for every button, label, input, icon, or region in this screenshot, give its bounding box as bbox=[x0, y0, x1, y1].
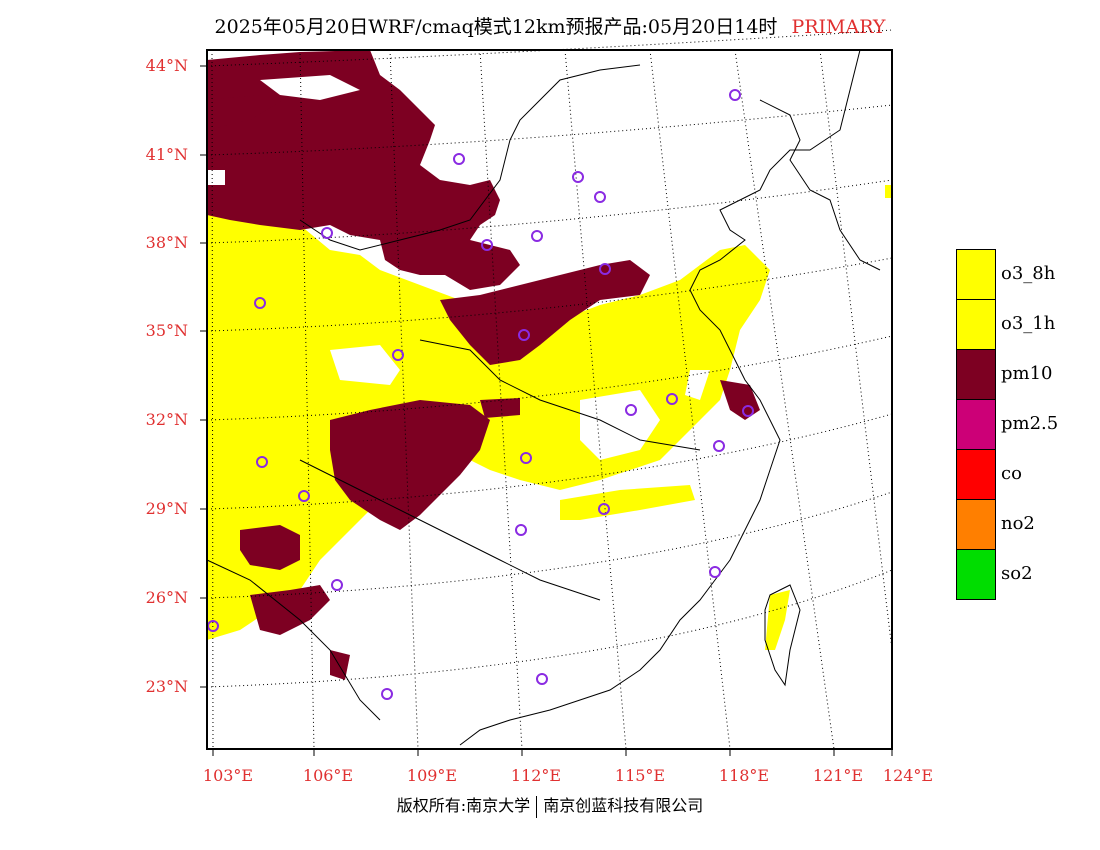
lat-label-29: 29°N bbox=[145, 499, 188, 518]
legend-label: so2 bbox=[1001, 563, 1033, 584]
lon-label-109: 109°E bbox=[406, 766, 458, 785]
map-frame bbox=[206, 49, 893, 750]
legend-item-so2: so2 bbox=[956, 549, 1086, 600]
legend-item-pm25: pm2.5 bbox=[956, 399, 1086, 450]
pm10-regions bbox=[207, 50, 760, 680]
legend-item-o3-8h: o3_8h bbox=[956, 249, 1086, 300]
lon-label-115: 115°E bbox=[614, 766, 666, 785]
lat-label-23: 23°N bbox=[145, 677, 188, 696]
copyright-owner: 版权所有:南京大学 bbox=[396, 796, 531, 815]
lon-label-121: 121°E bbox=[812, 766, 864, 785]
legend: o3_8h o3_1h pm10 pm2.5 co no2 so2 bbox=[956, 249, 1086, 600]
lon-label-118: 118°E bbox=[718, 766, 770, 785]
o3-regions bbox=[207, 185, 892, 650]
legend-label: pm2.5 bbox=[1001, 413, 1059, 434]
axis-ticks bbox=[200, 65, 893, 756]
legend-label: no2 bbox=[1001, 513, 1035, 534]
legend-swatch bbox=[956, 549, 996, 600]
copyright-company: 南京创蓝科技有限公司 bbox=[543, 796, 704, 815]
lon-label-103: 103°E bbox=[202, 766, 254, 785]
legend-item-co: co bbox=[956, 449, 1086, 500]
coastline bbox=[206, 49, 881, 746]
legend-item-o3-1h: o3_1h bbox=[956, 299, 1086, 350]
lat-label-26: 26°N bbox=[145, 588, 188, 607]
lat-label-32: 32°N bbox=[145, 410, 188, 429]
map-title: 2025年05月20日WRF/cmaq模式12km预报产品:05月20日14时 P… bbox=[0, 12, 1100, 39]
footer-divider bbox=[536, 795, 538, 818]
copyright-footer: 版权所有:南京大学 南京创蓝科技有限公司 bbox=[0, 792, 1100, 818]
lat-label-35: 35°N bbox=[145, 321, 188, 340]
legend-item-pm10: pm10 bbox=[956, 349, 1086, 400]
lat-label-38: 38°N bbox=[145, 233, 188, 252]
north-clear bbox=[207, 75, 360, 185]
lon-label-106: 106°E bbox=[302, 766, 354, 785]
legend-label: pm10 bbox=[1001, 363, 1053, 384]
legend-item-no2: no2 bbox=[956, 499, 1086, 550]
lon-label-112: 112°E bbox=[510, 766, 562, 785]
city-markers bbox=[207, 89, 754, 700]
legend-swatch bbox=[956, 349, 996, 400]
legend-label: o3_1h bbox=[1001, 313, 1056, 334]
lat-label-41: 41°N bbox=[145, 145, 188, 164]
lat-label-44: 44°N bbox=[145, 56, 188, 75]
legend-swatch bbox=[956, 499, 996, 550]
title-main: 2025年05月20日WRF/cmaq模式12km预报产品:05月20日14时 bbox=[214, 16, 778, 38]
legend-swatch bbox=[956, 449, 996, 500]
legend-swatch bbox=[956, 299, 996, 350]
legend-label: o3_8h bbox=[1001, 263, 1056, 284]
lon-label-124: 124°E bbox=[882, 766, 934, 785]
graticule bbox=[206, 29, 893, 750]
clear-areas bbox=[330, 345, 710, 460]
legend-swatch bbox=[956, 399, 996, 450]
legend-label: co bbox=[1001, 463, 1022, 484]
legend-swatch bbox=[956, 249, 996, 300]
title-tag: PRIMARY bbox=[791, 16, 886, 38]
